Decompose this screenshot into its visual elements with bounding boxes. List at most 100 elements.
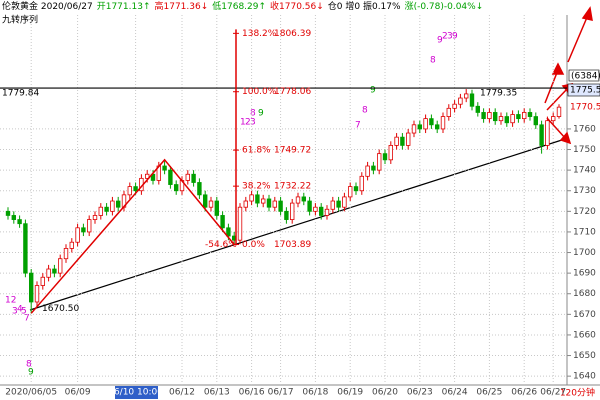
header-part: 收1770.56↓: [270, 0, 324, 12]
candle-body: [116, 200, 121, 208]
candle-body: [434, 124, 440, 130]
arrows: [544, 6, 593, 145]
fib-value: 1703.89: [274, 240, 311, 250]
candle-body: [481, 112, 486, 120]
fib-ratio: 61.8%: [242, 146, 271, 156]
candle-body: [81, 227, 86, 233]
candle-body: [243, 200, 248, 208]
x-tick-label: 06/25: [476, 388, 502, 398]
candle-body: [266, 198, 272, 208]
candle-body: [551, 116, 556, 122]
candle-body: [46, 268, 51, 278]
candle-body: [429, 118, 434, 126]
nine-turn: 4: [17, 305, 23, 315]
x-tick-label: 06/26: [511, 388, 537, 398]
horizontal-line-label: 1779.84: [2, 89, 39, 99]
fib-value: 1806.39: [274, 29, 311, 39]
candle-body: [295, 196, 301, 204]
nine-turn: 3: [447, 32, 453, 42]
candle-body: [556, 106, 562, 117]
header-part: 涨(-0.78)-0.04%↓: [405, 1, 484, 12]
nine-turn: 9: [370, 86, 376, 96]
candle-body: [208, 200, 214, 208]
x-tick-label: 06/23: [407, 388, 433, 398]
x-tick-label: 06/27: [540, 388, 566, 398]
y-tick-label: 1690: [573, 269, 596, 279]
candle-body: [353, 186, 359, 192]
candle-body: [417, 124, 422, 130]
nine-turn: 9: [258, 109, 264, 119]
candle-body: [220, 215, 225, 229]
period-label: 120分钟: [560, 387, 595, 399]
nine-turn: 2: [442, 32, 448, 42]
x-tick-label: 06/12: [169, 388, 195, 398]
x-tick-label: 06/16: [239, 388, 265, 398]
candle-body: [498, 116, 504, 122]
candle-body: [510, 114, 515, 124]
candle-body: [388, 145, 393, 161]
nine-turn: 3: [12, 307, 18, 317]
nine-turn: 8: [430, 56, 436, 66]
candle-body: [463, 93, 469, 99]
candle-body: [405, 132, 411, 146]
x-tick-label: 06/17: [268, 388, 294, 398]
y-tick-label: 1680: [573, 289, 596, 299]
candle-body: [185, 173, 190, 181]
candle-body: [492, 112, 498, 122]
candle-body: [318, 206, 324, 216]
nine-turn: 2: [245, 118, 251, 128]
candle-body: [522, 112, 527, 120]
candle-body: [255, 194, 260, 204]
fib-ratio: 138.2%: [242, 29, 277, 39]
low-label: 1670.50: [42, 304, 79, 314]
nine-turn: 12: [5, 296, 16, 306]
candle-body: [17, 219, 22, 225]
candle-body: [272, 200, 277, 208]
candle-body: [336, 200, 341, 208]
candle-body: [98, 206, 103, 216]
candle-body: [63, 248, 69, 260]
candle-body: [226, 227, 231, 237]
nine-turn: 8: [362, 106, 368, 116]
candle-body: [324, 208, 330, 216]
y-tick-label: 1710: [573, 227, 596, 237]
header-part: 伦敦黄金 2020/06/27: [2, 0, 93, 12]
nine-turn: 9: [437, 36, 443, 46]
nine-turn: 8: [250, 109, 256, 119]
candle-body: [144, 173, 150, 179]
candle-body: [330, 200, 335, 210]
candle-body: [249, 194, 254, 202]
candle-body: [52, 268, 57, 274]
candle-body: [371, 165, 376, 171]
candle-body: [301, 196, 306, 202]
candle-body: [75, 227, 80, 243]
candle-body: [365, 165, 370, 177]
nine-turn: 1: [240, 118, 246, 128]
candle-body: [516, 114, 521, 120]
fib-value: 1778.06: [274, 87, 311, 97]
target-box: [567, 83, 600, 97]
header-part: 低1768.29↑: [212, 0, 266, 12]
candle-body: [58, 258, 63, 274]
candle-body: [278, 200, 283, 212]
y-tick-label: 1650: [573, 351, 596, 361]
candle-body: [307, 200, 312, 212]
header-part: 高1771.36↓: [155, 0, 209, 12]
x-tick-label: 2020/06/05: [5, 388, 57, 398]
candle-body: [5, 210, 11, 216]
candle-body: [446, 107, 451, 117]
candle-body: [214, 200, 219, 216]
candle-body: [342, 196, 347, 208]
y-tick-label: 1700: [573, 248, 596, 258]
fib-value: 1732.22: [274, 182, 311, 192]
candle-body: [34, 285, 40, 303]
candle-body: [110, 200, 115, 212]
volume-box: [568, 69, 600, 82]
candle-body: [347, 186, 353, 198]
y-tick-label: 1720: [573, 207, 596, 217]
y-tick-label: 1760: [573, 124, 596, 134]
candle-body: [104, 206, 109, 212]
candle-body: [284, 210, 289, 220]
current-price: 1770.56: [570, 103, 600, 113]
